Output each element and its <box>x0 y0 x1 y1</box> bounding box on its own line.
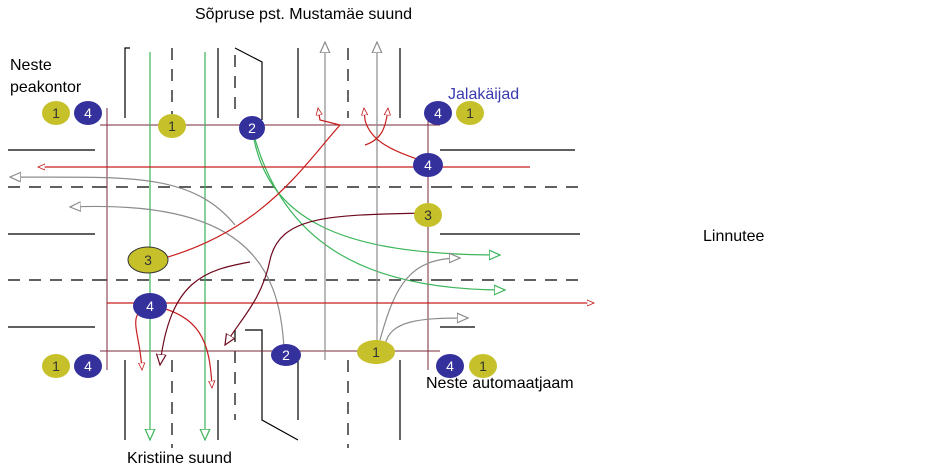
phase-badge-label: 4 <box>84 358 92 374</box>
phase-badge-ne_pair-1: 1 <box>456 101 484 125</box>
phase-badge-label: 4 <box>424 157 432 173</box>
neste-hq-label-line2: peakontor <box>10 79 82 96</box>
phase-badge-label: 4 <box>434 105 442 121</box>
linnutee-label: Linnutee <box>703 228 765 245</box>
phase-badge-nw_pair-0: 1 <box>42 101 70 125</box>
phase-badge-label: 3 <box>144 252 152 268</box>
green-routes <box>150 52 505 440</box>
phase-badge-label: 4 <box>146 298 154 314</box>
phase-badge-sw_pair-0: 1 <box>42 354 70 378</box>
phase-badge-east_mid: 3 <box>414 203 442 227</box>
phase-badge-west_ped: 4 <box>133 293 167 319</box>
pedestrians-label: Jalakäijad <box>448 86 520 103</box>
gray-routes <box>10 42 468 360</box>
phase-badge-label: 1 <box>52 105 60 121</box>
phase-badge-label: 4 <box>446 358 454 374</box>
red-routes <box>38 108 594 388</box>
phase-badge-west_mid: 3 <box>127 246 169 274</box>
road-markings <box>8 47 580 448</box>
phase-badge-east_ped: 4 <box>413 153 443 177</box>
kristiine-label: Kristiine suund <box>127 450 232 467</box>
phase-badge-label: 2 <box>282 347 290 363</box>
maroon-routes <box>160 212 429 365</box>
pedestrian-crossings <box>100 108 440 370</box>
phase-badge-nw_pair-1: 4 <box>74 101 102 125</box>
phase-badge-label: 1 <box>466 105 474 121</box>
phase-badge-crosswalk_n_west: 1 <box>158 114 186 138</box>
phase-badge-crosswalk_n_east: 2 <box>239 116 265 140</box>
phase-badge-label: 1 <box>52 358 60 374</box>
phase-badge-label: 1 <box>479 358 487 374</box>
top-street-label: Sõpruse pst. Mustamäe suund <box>195 6 413 23</box>
neste-hq-label-line1: Neste <box>10 57 52 74</box>
phase-badge-crosswalk_s_west: 2 <box>271 344 301 366</box>
phase-badge-se_pair-0: 4 <box>436 354 464 378</box>
phase-badge-label: 2 <box>248 120 256 136</box>
phase-badge-label: 4 <box>84 105 92 121</box>
phase-badge-se_pair-1: 1 <box>469 354 497 378</box>
phase-badge-label: 1 <box>372 344 380 360</box>
phase-badge-crosswalk_s_east: 1 <box>357 340 395 364</box>
phase-badge-label: 3 <box>424 207 432 223</box>
neste-station-label: Neste automaatjaam <box>426 375 574 392</box>
phase-badge-ne_pair-0: 4 <box>424 101 452 125</box>
phase-badge-sw_pair-1: 4 <box>74 354 102 378</box>
phase-badge-label: 1 <box>168 118 176 134</box>
